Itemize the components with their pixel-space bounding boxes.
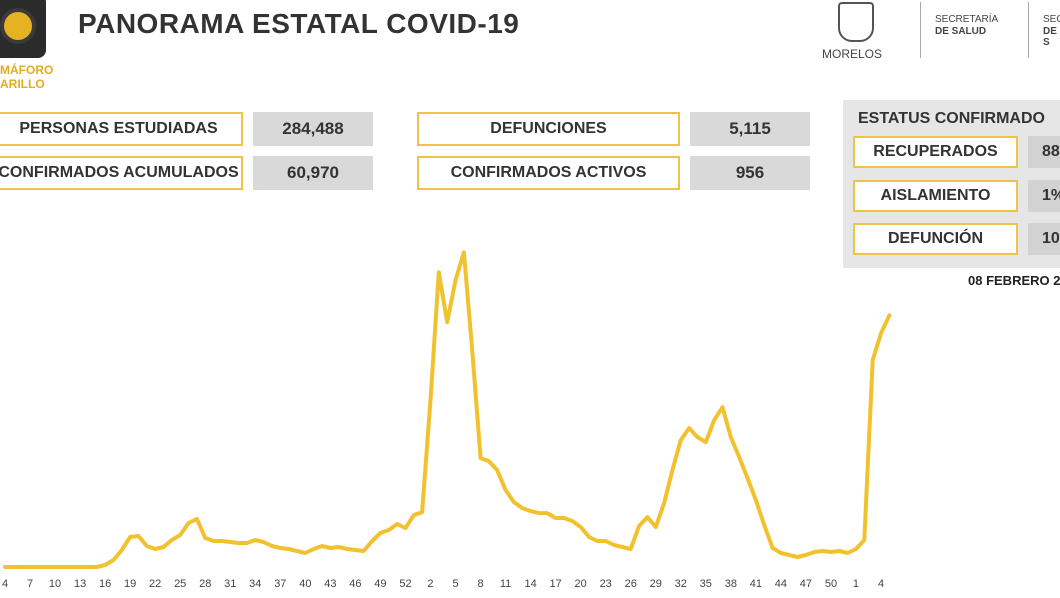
x-tick-label: 50 <box>825 578 837 590</box>
ministry: SECRETARÍA <box>935 14 999 25</box>
x-tick-label: 44 <box>775 578 787 590</box>
x-tick-label: 14 <box>524 578 536 590</box>
status-value: 10 <box>1028 223 1060 255</box>
badge-light <box>0 8 36 44</box>
x-tick-label: 43 <box>324 578 336 590</box>
x-tick-label: 23 <box>600 578 612 590</box>
x-tick-label: 34 <box>249 578 261 590</box>
ministry: DE S <box>1043 26 1057 48</box>
x-tick-label: 49 <box>374 578 386 590</box>
x-tick-label: 4 <box>878 578 884 590</box>
status-label: AISLAMIENTO <box>853 180 1018 212</box>
x-tick-label: 40 <box>299 578 311 590</box>
status-label: DEFUNCIÓN <box>853 223 1018 255</box>
x-tick-label: 20 <box>575 578 587 590</box>
x-tick-label: 32 <box>675 578 687 590</box>
x-tick-label: 13 <box>74 578 86 590</box>
x-tick-label: 31 <box>224 578 236 590</box>
x-tick-label: 16 <box>99 578 111 590</box>
x-tick-label: 7 <box>27 578 33 590</box>
stat-label: PERSONAS ESTUDIADAS <box>0 112 243 146</box>
x-tick-label: 22 <box>149 578 161 590</box>
x-tick-label: 4 <box>2 578 8 590</box>
ministry: SECRETA <box>1043 14 1060 25</box>
x-tick-label: 17 <box>550 578 562 590</box>
stat-value: 956 <box>690 156 810 190</box>
status-value: 88 <box>1028 136 1060 168</box>
x-tick-label: 8 <box>477 578 483 590</box>
stat-label: DEFUNCIONES <box>417 112 680 146</box>
x-tick-label: 10 <box>49 578 61 590</box>
x-tick-label: 2 <box>427 578 433 590</box>
x-tick-label: 46 <box>349 578 361 590</box>
status-value: 1% <box>1028 180 1060 212</box>
x-tick-label: 11 <box>500 578 511 590</box>
x-tick-label: 5 <box>452 578 458 590</box>
x-tick-label: 19 <box>124 578 136 590</box>
badge-text: MÁFORO <box>0 63 54 77</box>
x-tick-label: 47 <box>800 578 812 590</box>
x-tick-label: 26 <box>625 578 637 590</box>
x-tick-label: 28 <box>199 578 211 590</box>
divider <box>1028 2 1029 58</box>
x-tick-label: 52 <box>399 578 411 590</box>
x-tick-label: 25 <box>174 578 186 590</box>
stat-value: 5,115 <box>690 112 810 146</box>
data-line <box>3 250 892 569</box>
stat-value: 60,970 <box>253 156 373 190</box>
state-emblem <box>838 2 874 42</box>
x-tick-label: 29 <box>650 578 662 590</box>
x-tick-label: 41 <box>750 578 762 590</box>
stat-value: 284,488 <box>253 112 373 146</box>
status-label: RECUPERADOS <box>853 136 1018 168</box>
stat-label: CONFIRMADOS ACUMULADOS <box>0 156 243 190</box>
stat-label: CONFIRMADOS ACTIVOS <box>417 156 680 190</box>
x-tick-label: 35 <box>700 578 712 590</box>
page-title: PANORAMA ESTATAL COVID-19 <box>78 8 520 39</box>
x-tick-label: 37 <box>274 578 286 590</box>
ministry: DE SALUD <box>935 26 987 37</box>
status-title: ESTATUS CONFIRMADO <box>858 110 1045 127</box>
divider <box>920 2 921 58</box>
badge-text: ARILLO <box>0 77 45 91</box>
report-date: 08 FEBRERO 2 <box>968 273 1060 288</box>
x-tick-label: 38 <box>725 578 737 590</box>
state-name: MORELOS <box>822 47 883 61</box>
x-tick-label: 1 <box>853 578 859 590</box>
